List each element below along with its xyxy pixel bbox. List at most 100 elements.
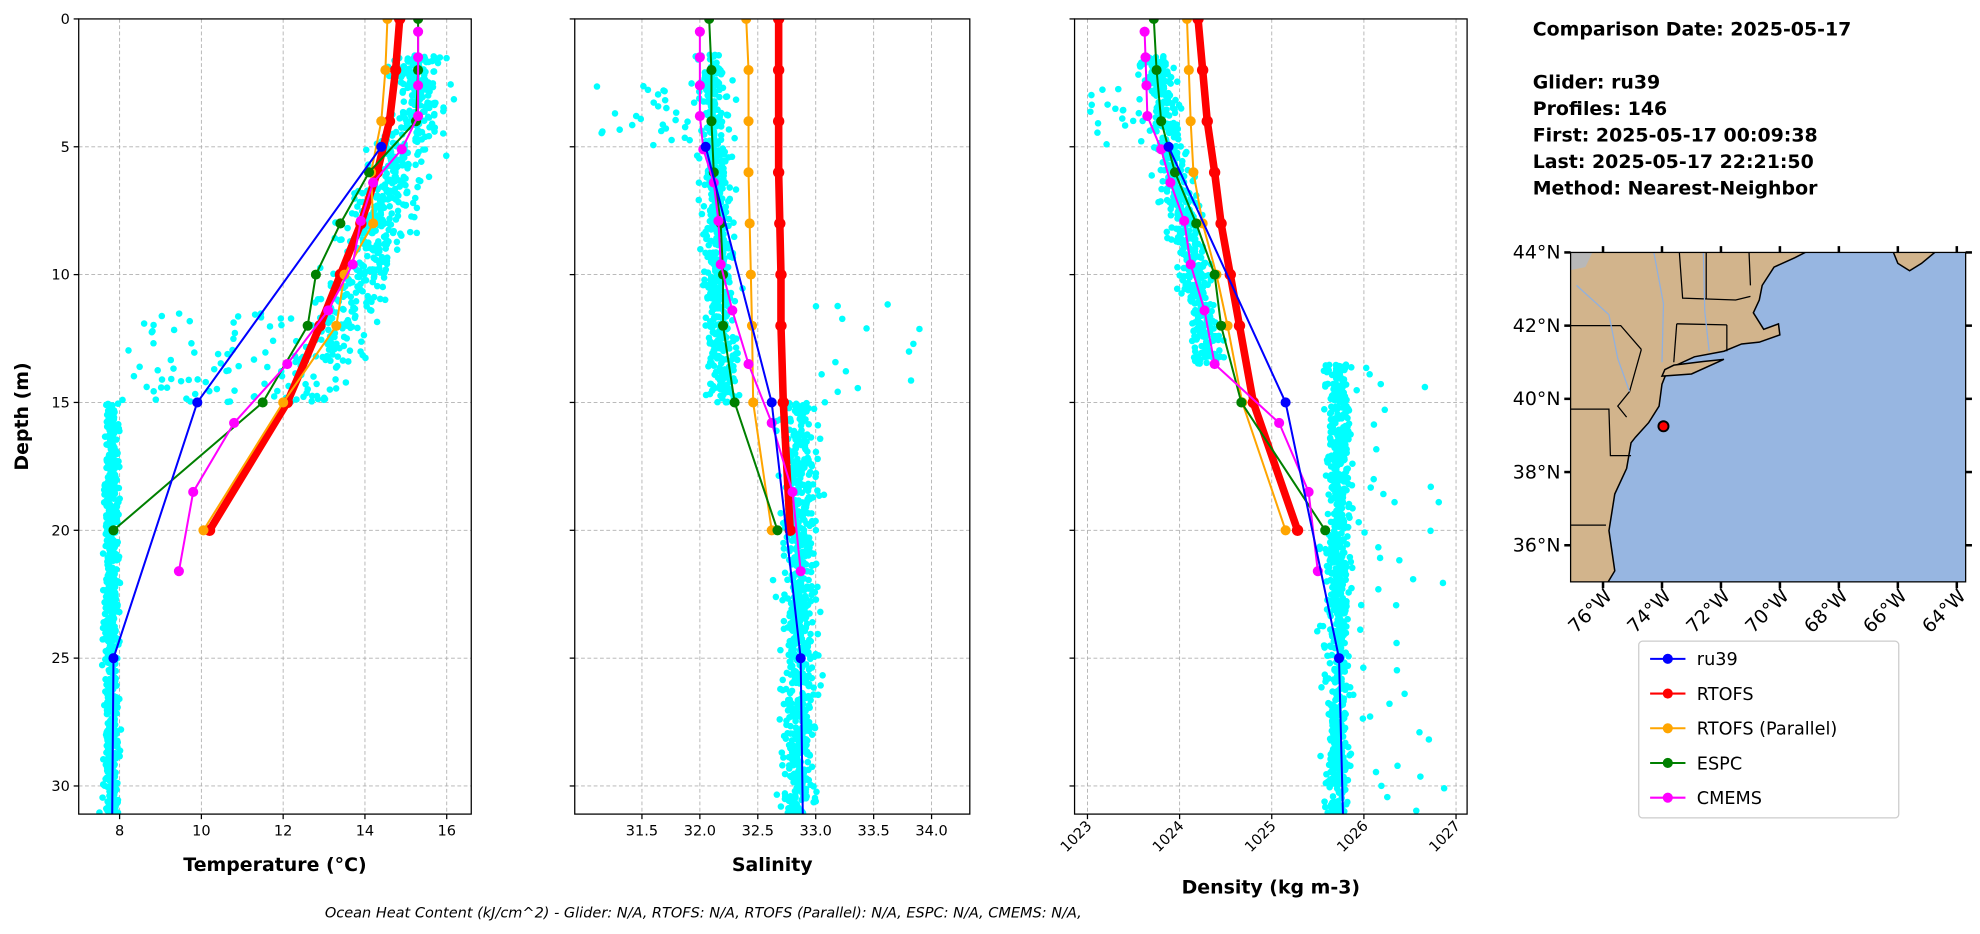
glider-scatter-point (114, 400, 122, 407)
glider-scatter-point (1376, 554, 1384, 562)
glider-scatter-point (1198, 270, 1205, 278)
glider-scatter-point (1341, 685, 1348, 693)
glider-scatter-point (388, 210, 396, 217)
glider-scatter-point (1338, 529, 1345, 537)
glider-scatter-point (1346, 752, 1353, 759)
glider-scatter-point (807, 568, 815, 576)
glider-scatter-point (1192, 230, 1199, 237)
glider-scatter-point (113, 741, 121, 748)
glider-scatter-point (810, 550, 817, 557)
glider-scatter-point (808, 763, 816, 771)
x-axis-label: Density (kg m-3) (1182, 877, 1360, 899)
series-point (717, 320, 729, 331)
lat-tick-label: 38°N (1513, 461, 1561, 483)
legend-label: ESPC (1697, 754, 1742, 774)
glider-scatter-point (408, 213, 415, 220)
glider-scatter-point (686, 136, 693, 144)
glider-scatter-point (781, 790, 789, 797)
glider-scatter-point (805, 471, 813, 478)
glider-scatter-point (115, 498, 122, 506)
glider-scatter-point (730, 233, 738, 241)
series-point (335, 218, 346, 229)
glider-scatter-point (397, 73, 405, 81)
glider-scatter-point (777, 803, 785, 810)
glider-scatter-point (1425, 736, 1433, 743)
glider-scatter-point (186, 317, 194, 325)
glider-scatter-point (342, 379, 350, 386)
glider-scatter-point (1191, 348, 1199, 355)
series-point (1183, 65, 1194, 76)
glider-scatter-point (326, 386, 334, 393)
glider-scatter-point (347, 324, 354, 332)
glider-scatter-point (793, 480, 801, 487)
glider-scatter-point (593, 83, 601, 90)
glider-scatter-point (701, 268, 708, 275)
glider-scatter-point (393, 190, 401, 198)
glider-scatter-point (393, 246, 401, 253)
glider-scatter-point (706, 207, 714, 215)
glider-scatter-point (791, 797, 798, 804)
glider-scatter-point (1329, 391, 1337, 399)
glider-scatter-point (1323, 770, 1330, 778)
glider-scatter-point (719, 169, 726, 176)
series-point (1280, 525, 1291, 536)
x-tick-label: 16 (437, 824, 455, 840)
legend-marker (1662, 723, 1673, 734)
glider-scatter-point (1416, 728, 1423, 736)
glider-scatter-point (1339, 490, 1347, 498)
glider-scatter-point (333, 340, 340, 348)
glider-scatter-point (1338, 440, 1346, 448)
glider-scatter-point (719, 145, 727, 152)
glider-scatter-point (720, 308, 728, 316)
glider-scatter-point (293, 396, 300, 403)
glider-scatter-point (1344, 798, 1351, 806)
glider-scatter-point (1440, 784, 1448, 792)
glider-scatter-point (712, 249, 720, 256)
series-point (795, 566, 806, 577)
glider-scatter-point (1334, 432, 1341, 439)
glider-scatter-point (426, 80, 434, 88)
glider-scatter-point (788, 699, 795, 707)
glider-scatter-point (400, 62, 408, 70)
glider-scatter-point (1159, 107, 1167, 114)
glider-scatter-point (1360, 664, 1367, 671)
glider-scatter-point (1198, 342, 1205, 350)
glider-scatter-point (718, 157, 726, 165)
glider-scatter-point (226, 398, 234, 405)
glider-scatter-point (1377, 380, 1385, 388)
glider-scatter-point (808, 510, 815, 517)
glider-scatter-point (394, 207, 402, 215)
glider-scatter-point (317, 336, 325, 344)
glider-scatter-point (812, 302, 820, 310)
glider-scatter-point (372, 194, 380, 201)
glider-scatter-point (1344, 465, 1351, 472)
glider-scatter-point (1313, 627, 1321, 635)
glider-scatter-point (116, 427, 123, 435)
series-point (1188, 167, 1199, 178)
y-tick-label: 10 (51, 268, 69, 284)
series-point (314, 320, 326, 332)
series-point (777, 396, 789, 409)
glider-scatter-point (717, 131, 725, 139)
glider-scatter-point (773, 791, 781, 798)
panel-sal: 31.5 32.0 32.5 33.0 33.5 34.0 Salinity (569, 18, 971, 876)
glider-scatter-point (1342, 629, 1350, 637)
glider-scatter-point (706, 359, 714, 366)
glider-scatter-point (1170, 64, 1177, 72)
glider-scatter-point (813, 788, 820, 796)
glider-scatter-point (1327, 804, 1335, 811)
glider-scatter-point (812, 526, 820, 534)
glider-scatter-point (1319, 622, 1327, 630)
series-point (257, 397, 268, 408)
series-line-ru39 (111, 146, 383, 815)
glider-scatter-point (99, 781, 107, 788)
glider-scatter-point (168, 375, 175, 383)
glider-scatter-point (103, 681, 110, 688)
glider-scatter-point (1169, 197, 1177, 204)
glider-scatter-point (728, 153, 736, 161)
glider-scatter-point (1329, 485, 1337, 493)
glider-scatter-point (348, 308, 355, 315)
glider-scatter-point (1194, 299, 1202, 306)
glider-scatter-point (413, 204, 421, 212)
glider-scatter-point (1330, 440, 1337, 447)
